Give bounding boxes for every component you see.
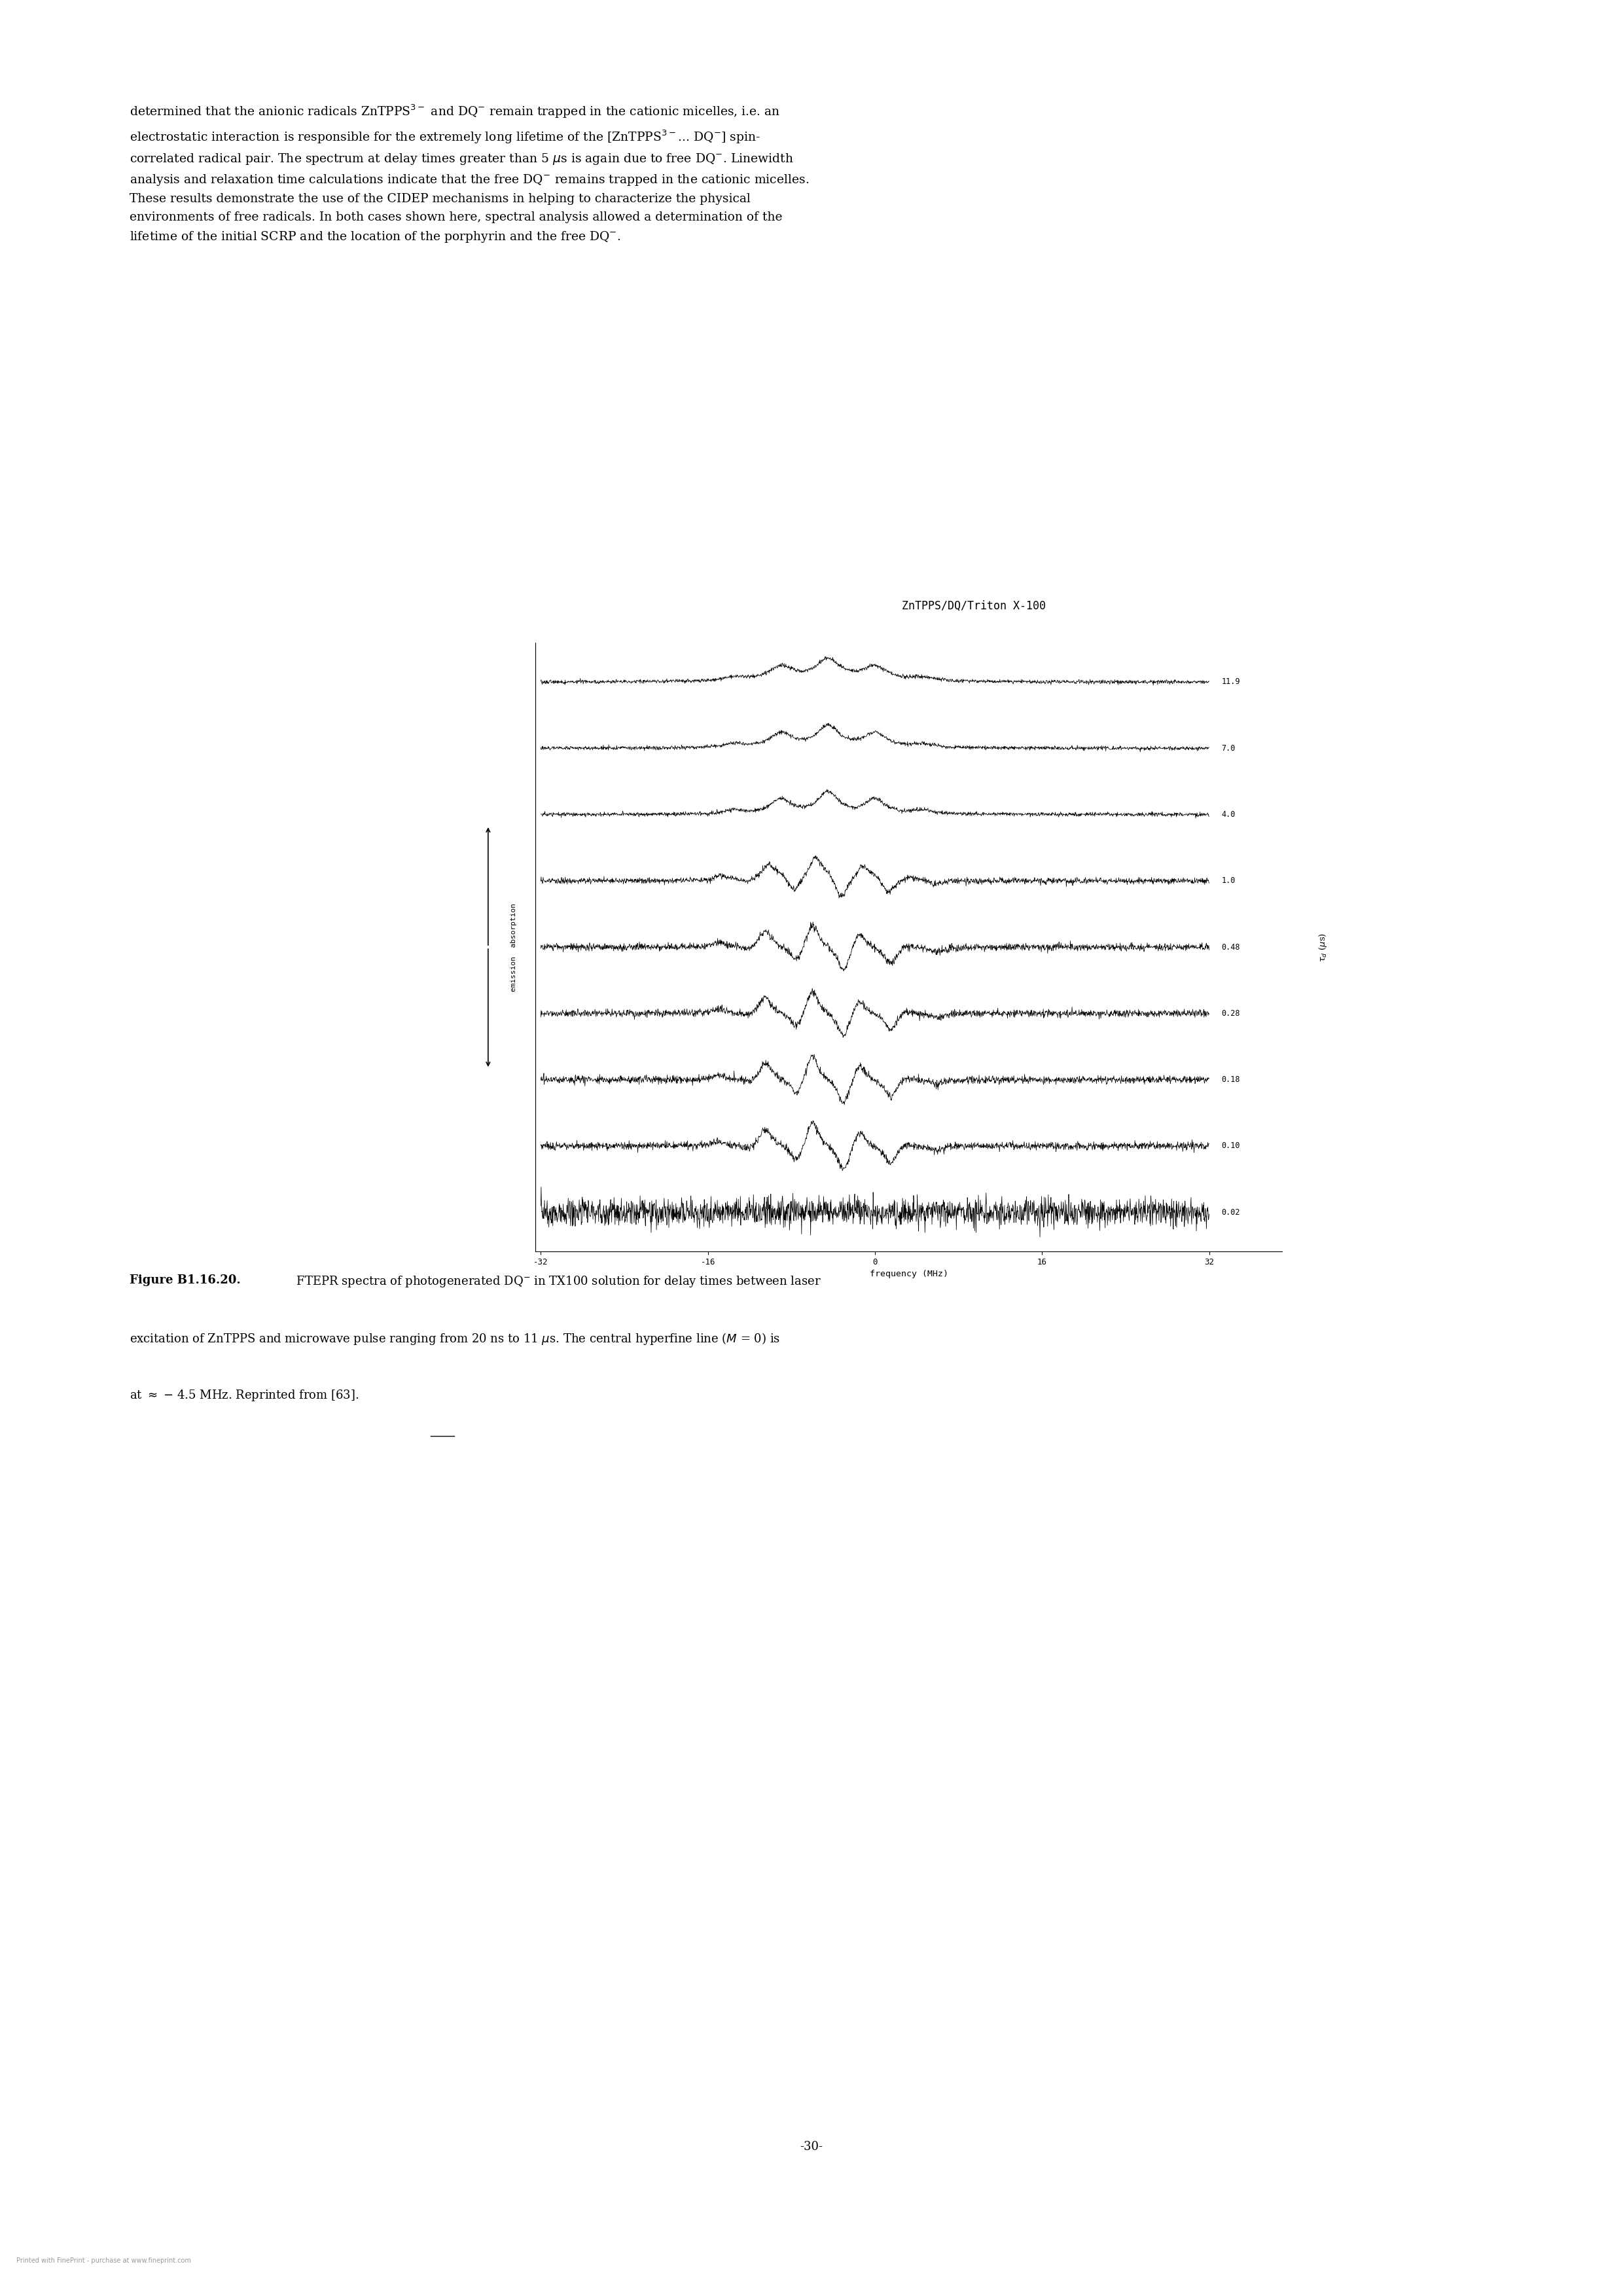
Text: Printed with FinePrint - purchase at www.fineprint.com: Printed with FinePrint - purchase at www… [16, 2257, 192, 2264]
Text: 0.18: 0.18 [1222, 1075, 1240, 1084]
Text: 7.0: 7.0 [1222, 744, 1235, 753]
Text: 0.10: 0.10 [1222, 1141, 1240, 1150]
Text: ZnTPPS/DQ/Triton X-100: ZnTPPS/DQ/Triton X-100 [902, 599, 1045, 613]
Text: determined that the anionic radicals ZnTPPS$^{3-}$ and DQ$^{-}$ remain trapped i: determined that the anionic radicals ZnT… [130, 103, 810, 243]
Text: at $\approx$ $-$ 4.5 MHz. Reprinted from [63].: at $\approx$ $-$ 4.5 MHz. Reprinted from… [130, 1387, 359, 1403]
X-axis label: frequency (MHz): frequency (MHz) [870, 1270, 948, 1279]
Text: 11.9: 11.9 [1222, 677, 1240, 687]
Text: 0.48: 0.48 [1222, 944, 1240, 951]
Text: -30-: -30- [800, 2140, 823, 2154]
Text: Figure B1.16.20.: Figure B1.16.20. [130, 1274, 240, 1286]
Text: 0.28: 0.28 [1222, 1010, 1240, 1017]
Text: $\tau_d$ ($\mu$s): $\tau_d$ ($\mu$s) [1318, 932, 1328, 962]
Text: emission  absorption: emission absorption [510, 902, 518, 992]
Text: excitation of ZnTPPS and microwave pulse ranging from 20 ns to 11 $\mu$s. The ce: excitation of ZnTPPS and microwave pulse… [130, 1332, 781, 1345]
Text: 1.0: 1.0 [1222, 877, 1235, 884]
Text: FTEPR spectra of photogenerated DQ$^{-}$ in TX100 solution for delay times betwe: FTEPR spectra of photogenerated DQ$^{-}$… [292, 1274, 821, 1288]
Text: 4.0: 4.0 [1222, 810, 1235, 820]
Text: 0.02: 0.02 [1222, 1208, 1240, 1217]
